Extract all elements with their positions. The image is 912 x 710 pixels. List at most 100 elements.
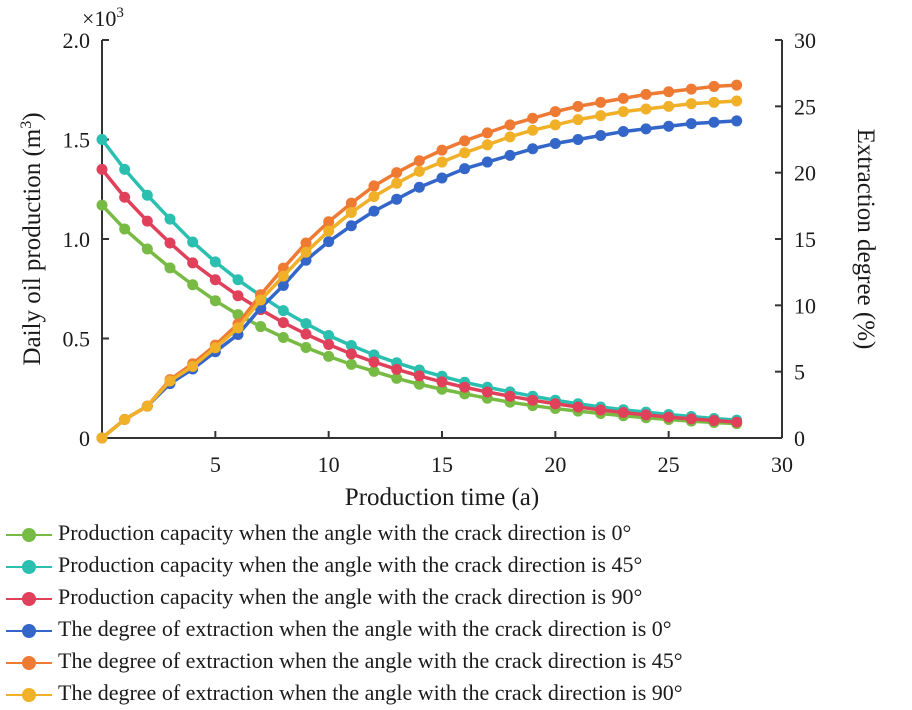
data-point xyxy=(232,274,244,286)
x-tick-label: 15 xyxy=(431,452,453,477)
data-point xyxy=(209,274,221,286)
legend-label: The degree of extraction when the angle … xyxy=(58,648,683,673)
data-point xyxy=(232,322,244,334)
x-tick-label: 20 xyxy=(544,452,566,477)
data-point xyxy=(459,381,471,393)
data-point xyxy=(141,243,153,255)
y-left-tick-label: 1.5 xyxy=(63,128,91,153)
data-point xyxy=(368,191,380,203)
data-point xyxy=(436,376,448,388)
data-point xyxy=(232,309,244,321)
data-point xyxy=(277,332,289,344)
data-point xyxy=(96,432,108,444)
series-1 xyxy=(96,199,743,430)
x-tick-label: 10 xyxy=(318,452,340,477)
y-left-tick-label: 0 xyxy=(79,426,90,451)
data-point xyxy=(323,330,335,342)
data-point xyxy=(481,386,493,398)
data-point xyxy=(345,358,357,370)
data-point xyxy=(459,163,471,175)
legend-label: Production capacity when the angle with … xyxy=(58,584,643,609)
data-point xyxy=(481,139,493,151)
legend-swatch-marker xyxy=(22,592,36,606)
data-point xyxy=(187,236,199,248)
data-point xyxy=(141,400,153,412)
y-right-tick-label: 5 xyxy=(794,360,805,385)
data-point xyxy=(572,100,584,112)
data-point xyxy=(300,341,312,353)
y-left-axis-title: Daily oil production (m3) xyxy=(18,112,46,365)
legend-item: The degree of extraction when the angle … xyxy=(0,678,912,710)
data-point xyxy=(300,328,312,340)
chart-legend: Production capacity when the angle with … xyxy=(0,518,912,710)
data-point xyxy=(119,223,131,235)
data-point xyxy=(345,348,357,360)
series-layer xyxy=(96,79,743,444)
legend-swatch-marker xyxy=(22,528,36,542)
data-point xyxy=(323,216,335,228)
data-point xyxy=(119,413,131,425)
legend-label: The degree of extraction when the angle … xyxy=(58,680,683,705)
data-point xyxy=(141,189,153,201)
data-point xyxy=(300,318,312,330)
data-point xyxy=(459,147,471,159)
data-point xyxy=(368,205,380,217)
data-point xyxy=(368,180,380,192)
data-point xyxy=(391,363,403,375)
x-tick-label: 25 xyxy=(658,452,680,477)
data-point xyxy=(300,246,312,258)
data-point xyxy=(595,110,607,122)
data-point xyxy=(300,237,312,249)
data-point xyxy=(572,134,584,145)
data-point xyxy=(549,119,561,131)
data-point xyxy=(164,213,176,225)
data-point xyxy=(345,220,357,232)
data-point xyxy=(164,262,176,274)
data-point xyxy=(255,294,267,306)
data-point xyxy=(345,197,357,209)
y-right-tick-label: 15 xyxy=(794,227,816,252)
data-point xyxy=(391,193,403,205)
data-point xyxy=(731,79,743,91)
series-3 xyxy=(96,163,743,428)
data-point xyxy=(731,416,743,428)
data-point xyxy=(663,120,675,132)
y-left-tick-label: 1.0 xyxy=(63,227,91,252)
data-point xyxy=(368,365,380,377)
legend-swatch-marker xyxy=(22,560,36,574)
data-point xyxy=(731,95,743,107)
data-point xyxy=(572,401,584,413)
legend-label: Production capacity when the angle with … xyxy=(58,520,632,545)
data-point xyxy=(527,143,539,155)
legend-label: The degree of extraction when the angle … xyxy=(58,616,672,641)
data-point xyxy=(617,106,629,118)
legend-label: Production capacity when the angle with … xyxy=(58,552,643,577)
data-point xyxy=(640,409,652,421)
data-point xyxy=(436,144,448,156)
data-point xyxy=(277,305,289,317)
data-point xyxy=(527,124,539,136)
x-axis-title: Production time (a) xyxy=(345,484,539,511)
data-point xyxy=(504,119,516,131)
y-right-tick-label: 20 xyxy=(794,161,816,186)
data-point xyxy=(708,96,720,108)
legend-item: The degree of extraction when the angle … xyxy=(0,614,912,646)
data-point xyxy=(391,177,403,189)
y-right-tick-label: 25 xyxy=(794,94,816,119)
data-point xyxy=(96,134,108,145)
data-point xyxy=(708,414,720,426)
data-point xyxy=(436,172,448,184)
y-right-tick-label: 30 xyxy=(794,28,816,53)
data-point xyxy=(504,390,516,402)
data-point xyxy=(96,163,108,175)
series-6 xyxy=(96,95,743,444)
data-point xyxy=(595,96,607,108)
data-point xyxy=(413,181,425,193)
data-point xyxy=(368,356,380,368)
x-tick-label: 5 xyxy=(210,452,221,477)
data-point xyxy=(345,206,357,218)
y-right-tick-label: 0 xyxy=(794,426,805,451)
series-line xyxy=(100,203,737,426)
